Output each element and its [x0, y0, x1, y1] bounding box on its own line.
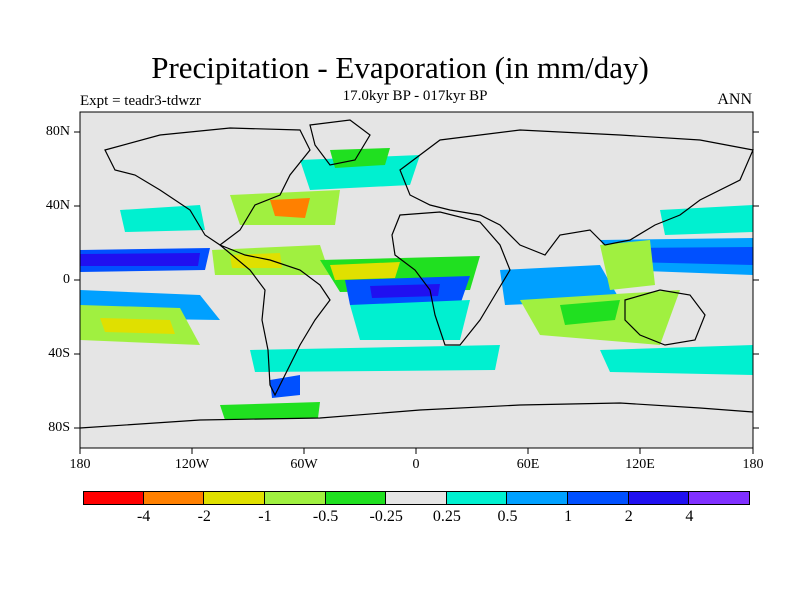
colorbar-label: 4 [685, 508, 694, 525]
lon-label-120e: 120E [625, 457, 655, 472]
colorbar-box [325, 491, 387, 505]
axis-ticks [74, 131, 759, 454]
colorbar-label: 0.5 [497, 508, 518, 525]
lat-label-40n: 40N [45, 198, 70, 213]
pe-patch-wpac-2 [620, 247, 753, 265]
pe-field [80, 148, 753, 420]
pe-patch-so-3 [220, 402, 320, 420]
pe-patch-natl-4 [330, 148, 390, 168]
pe-patch-npac-west [660, 205, 753, 235]
lat-label-80s: 80S [48, 420, 70, 435]
colorbar-label: -4 [136, 508, 151, 525]
pe-patch-indian-3 [560, 300, 620, 325]
lon-label-0: 0 [412, 457, 420, 472]
colorbar-frame [83, 491, 750, 505]
coast-australia [624, 289, 706, 346]
colorbar-box [264, 491, 326, 505]
chart-title: Precipitation - Evaporation (in mm/day) [151, 50, 649, 85]
pe-patch-npac-east [120, 205, 205, 232]
colorbar-box [568, 491, 629, 505]
coast-north-america [104, 127, 311, 246]
pe-patch-atlantic-yellow [330, 262, 400, 280]
colorbar-box [143, 491, 205, 505]
pe-patch-so-1 [250, 345, 500, 372]
colorbar-label: 2 [624, 508, 633, 525]
coastlines [79, 119, 754, 429]
pe-patch-so-2 [600, 345, 753, 375]
coast-greenland [309, 119, 371, 166]
coast-eurasia [399, 129, 754, 256]
pe-patch-natl-2 [270, 198, 310, 218]
lon-label-60e: 60E [516, 457, 540, 472]
lat-label-80n: 80N [45, 124, 70, 139]
colorbar-box [628, 491, 690, 505]
colorbar-box [507, 491, 569, 505]
pe-patch-spac-3 [100, 318, 175, 334]
colorbar-label: -0.5 [312, 508, 339, 525]
colorbar-label: -2 [197, 508, 211, 525]
colorbar-label: 0.25 [432, 508, 461, 525]
lat-label-0: 0 [63, 272, 70, 287]
chart-subtitle: 17.0kyr BP - 017kyr BP [342, 88, 488, 104]
pe-patch-atlantic-cyan [350, 300, 470, 340]
colorbar-box [386, 491, 447, 505]
pe-patch-pacific-itcz-2 [80, 253, 200, 266]
lon-label-60w: 60W [290, 457, 318, 472]
pe-patch-atlantic-deep [370, 284, 440, 298]
colorbar-box [83, 491, 144, 505]
coast-south-america [219, 244, 331, 397]
pe-patch-wpac-3 [600, 240, 655, 290]
colorbar-label: -1 [258, 508, 272, 525]
lon-label-180w: 180 [69, 457, 91, 472]
colorbar-box [446, 491, 508, 505]
colorbar-label: 1 [564, 508, 573, 525]
pe-patch-indian-1 [500, 265, 620, 305]
season-label: ANN [717, 91, 752, 108]
pe-patch-natl-3 [300, 155, 420, 190]
lat-label-40s: 40S [48, 346, 70, 361]
experiment-label: Expt = teadr3-tdwzr [80, 93, 201, 109]
pe-patch-patagonia [270, 375, 300, 398]
coast-africa [391, 211, 511, 346]
colorbar-label: -0.25 [369, 508, 403, 525]
coast-antarctica [79, 402, 754, 429]
lon-label-180e: 180 [742, 457, 764, 472]
lon-label-120w: 120W [174, 457, 210, 472]
colorbar-box [204, 491, 265, 505]
